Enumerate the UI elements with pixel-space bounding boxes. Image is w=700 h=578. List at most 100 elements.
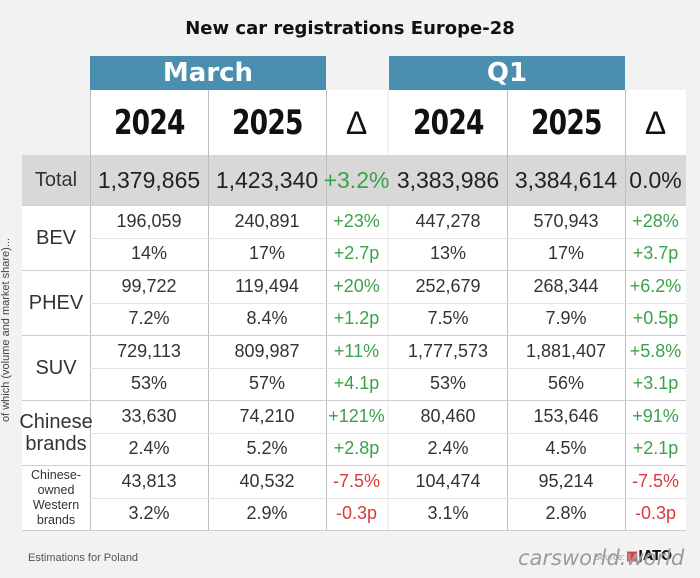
table-cell-share: 56% xyxy=(547,373,585,394)
table-cell-volume: +23% xyxy=(333,210,380,231)
table-cell-share: 13% xyxy=(429,243,467,264)
table-cell-volume: 99,722 xyxy=(121,275,177,296)
table-cell-volume: -7.5% xyxy=(631,470,680,491)
table-cell-share: -0.3p xyxy=(335,503,378,524)
table-cell-volume: 119,494 xyxy=(235,275,299,296)
table-cell-share: +0.5p xyxy=(632,308,679,329)
table-cell-volume: 104,474 xyxy=(415,470,481,491)
row-label-chinese-owned-western-brands: Chinese-owned Western brands xyxy=(30,467,82,527)
label-block xyxy=(22,205,90,530)
table-cell-share: +2.1p xyxy=(632,438,679,459)
table-cell-share: -0.3p xyxy=(634,503,677,524)
logo-mark: ■ xyxy=(626,549,639,564)
table-cell-volume: +91% xyxy=(632,405,679,426)
table-cell-share: 8.4% xyxy=(246,308,288,329)
year-label: 2024 xyxy=(113,103,185,143)
table-cell-share: +4.1p xyxy=(333,373,380,394)
row-label-phev: PHEV xyxy=(28,291,84,314)
grid-line xyxy=(90,432,686,434)
table-cell-share: 7.5% xyxy=(427,308,469,329)
table-cell-share: 14% xyxy=(130,243,168,264)
table-cell-share: 7.2% xyxy=(128,308,170,329)
table-cell-volume: 80,460 xyxy=(420,405,476,426)
total-row xyxy=(22,155,686,205)
table-cell-share: +3.7p xyxy=(632,243,679,264)
table-cell-volume: +121% xyxy=(328,405,385,426)
table-cell-share: 3.2% xyxy=(128,503,170,524)
grid-line xyxy=(326,90,327,530)
table-cell-volume: 809,987 xyxy=(234,340,300,361)
delta-symbol: Δ xyxy=(345,104,368,141)
table-cell-volume: +28% xyxy=(632,210,679,231)
table-cell-volume: 95,214 xyxy=(538,470,594,491)
grid-line xyxy=(90,367,686,369)
table-cell-total: 3,384,614 xyxy=(514,166,618,193)
year-header-march-2024: 2024 xyxy=(90,92,208,154)
table-cell-volume: 268,344 xyxy=(533,275,599,296)
grid-line xyxy=(22,335,686,336)
row-label-chinese-brands: Chinese brands xyxy=(19,410,93,455)
grid-line xyxy=(208,90,209,530)
table-cell-share: 4.5% xyxy=(545,438,587,459)
row-label-suv: SUV xyxy=(35,356,77,379)
table-cell-volume: 1,881,407 xyxy=(525,340,607,361)
table-cell-volume: 447,278 xyxy=(415,210,481,231)
table-cell-share: 17% xyxy=(547,243,585,264)
table-cell-share: 2.9% xyxy=(246,503,288,524)
table-cell-total: +3.2% xyxy=(323,166,390,193)
table-cell-volume: +5.8% xyxy=(629,340,682,361)
grid-line xyxy=(625,90,626,530)
table-cell-volume: 43,813 xyxy=(121,470,177,491)
logo-text: JATO xyxy=(638,549,673,564)
row-label-total: Total xyxy=(34,169,78,191)
table-cell-volume: 153,646 xyxy=(533,405,599,426)
watermark: carsworld.world xyxy=(518,546,685,570)
table-cell-share: 2.8% xyxy=(545,503,587,524)
year-label: 2024 xyxy=(412,103,484,143)
table-cell-share: 2.4% xyxy=(128,438,170,459)
table-cell-total: 1,379,865 xyxy=(97,166,201,193)
table-cell-volume: -7.5% xyxy=(332,470,381,491)
table-cell-volume: +6.2% xyxy=(629,275,682,296)
year-label: 2025 xyxy=(231,103,303,143)
table-cell-total: 0.0% xyxy=(629,166,682,193)
table-cell-share: +1.2p xyxy=(333,308,380,329)
table-cell-volume: 33,630 xyxy=(121,405,177,426)
source-label: Source: xyxy=(594,552,626,562)
table-cell-share: 7.9% xyxy=(545,308,587,329)
table-cell-volume: 74,210 xyxy=(239,405,295,426)
table-cell-volume: +20% xyxy=(333,275,380,296)
table-cell-total: 3,383,986 xyxy=(396,166,500,193)
table-cell-volume: +11% xyxy=(333,340,380,361)
grid-line xyxy=(90,302,686,304)
grid-line xyxy=(22,530,686,531)
table-cell-volume: 252,679 xyxy=(415,275,481,296)
table-cell-volume: 570,943 xyxy=(533,210,599,231)
march-header: March xyxy=(90,56,326,90)
grid-line xyxy=(22,205,686,206)
q1-header: Q1 xyxy=(389,56,625,90)
table-cell-volume: 40,532 xyxy=(239,470,295,491)
jato-logo: ■JATO xyxy=(626,549,672,564)
grid-line xyxy=(507,90,508,530)
year-header-q1-2025: 2025 xyxy=(507,92,625,154)
side-axis-label: of which (volume and market share)... xyxy=(0,237,12,423)
table-cell-share: +3.1p xyxy=(632,373,679,394)
grid-line xyxy=(90,90,91,530)
table-cell-volume: 729,113 xyxy=(117,340,181,361)
footnote: Estimations for Poland xyxy=(28,552,139,564)
table-cell-total: 1,423,340 xyxy=(215,166,319,193)
year-label: 2025 xyxy=(530,103,602,143)
grid-line xyxy=(90,497,686,499)
table-cell-volume: 240,891 xyxy=(234,210,300,231)
delta-header-q1: Δ xyxy=(625,92,686,154)
table-cell-share: 3.1% xyxy=(427,503,469,524)
year-header-march-2025: 2025 xyxy=(208,92,326,154)
table-cell-share: 5.2% xyxy=(246,438,288,459)
table-cell-share: +2.7p xyxy=(333,243,380,264)
grid-line xyxy=(22,465,686,466)
table-cell-share: +2.8p xyxy=(333,438,380,459)
delta-header-march: Δ xyxy=(326,92,387,154)
row-label-bev: BEV xyxy=(35,226,77,249)
grid-line xyxy=(22,400,686,401)
